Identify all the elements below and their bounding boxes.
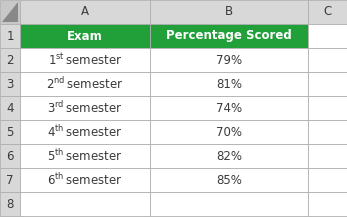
- Bar: [0, 24, 20, 48]
- Text: 3: 3: [6, 78, 14, 90]
- Text: B: B: [225, 5, 233, 19]
- Text: $2^{\mathregular{nd}}\,\mathregular{semester}$: $2^{\mathregular{nd}}\,\mathregular{seme…: [46, 76, 124, 92]
- Bar: [20, 168, 150, 192]
- Bar: [20, 120, 150, 144]
- Bar: [0, 168, 20, 192]
- Text: Percentage Scored: Percentage Scored: [166, 29, 292, 43]
- Text: 5: 5: [6, 126, 14, 138]
- Text: $1^{\mathregular{st}}\,\mathregular{semester}$: $1^{\mathregular{st}}\,\mathregular{seme…: [48, 52, 122, 68]
- Text: 79%: 79%: [216, 53, 242, 66]
- Bar: [150, 48, 308, 72]
- Bar: [308, 96, 347, 120]
- Text: 7: 7: [6, 174, 14, 187]
- Text: Exam: Exam: [67, 29, 103, 43]
- Polygon shape: [2, 2, 18, 22]
- Text: $4^{\mathregular{th}}\,\mathregular{semester}$: $4^{\mathregular{th}}\,\mathregular{seme…: [48, 124, 122, 140]
- Text: 8: 8: [6, 198, 14, 211]
- Text: A: A: [81, 5, 89, 19]
- Text: $6^{\mathregular{th}}\,\mathregular{semester}$: $6^{\mathregular{th}}\,\mathregular{seme…: [48, 172, 122, 188]
- Text: 85%: 85%: [216, 174, 242, 187]
- Bar: [0, 192, 20, 216]
- Bar: [20, 192, 150, 216]
- Bar: [308, 120, 347, 144]
- Bar: [20, 0, 150, 24]
- Bar: [308, 24, 347, 48]
- Bar: [20, 24, 150, 48]
- Bar: [308, 168, 347, 192]
- Bar: [0, 48, 20, 72]
- Bar: [0, 144, 20, 168]
- Text: 82%: 82%: [216, 150, 242, 162]
- Text: $3^{\mathregular{rd}}\,\mathregular{semester}$: $3^{\mathregular{rd}}\,\mathregular{seme…: [47, 100, 123, 116]
- Bar: [150, 192, 308, 216]
- Text: 81%: 81%: [216, 78, 242, 90]
- Text: 74%: 74%: [216, 102, 242, 114]
- Text: 4: 4: [6, 102, 14, 114]
- Bar: [0, 96, 20, 120]
- Bar: [0, 120, 20, 144]
- Bar: [0, 0, 20, 24]
- Bar: [150, 144, 308, 168]
- Text: 70%: 70%: [216, 126, 242, 138]
- Bar: [0, 72, 20, 96]
- Text: 6: 6: [6, 150, 14, 162]
- Bar: [20, 48, 150, 72]
- Text: C: C: [323, 5, 332, 19]
- Text: 2: 2: [6, 53, 14, 66]
- Text: $5^{\mathregular{th}}\,\mathregular{semester}$: $5^{\mathregular{th}}\,\mathregular{seme…: [48, 148, 122, 164]
- Bar: [20, 72, 150, 96]
- Bar: [150, 120, 308, 144]
- Bar: [20, 144, 150, 168]
- Bar: [150, 96, 308, 120]
- Bar: [308, 144, 347, 168]
- Bar: [20, 96, 150, 120]
- Bar: [308, 0, 347, 24]
- Bar: [150, 72, 308, 96]
- Bar: [150, 24, 308, 48]
- Bar: [308, 48, 347, 72]
- Bar: [150, 168, 308, 192]
- Bar: [308, 72, 347, 96]
- Bar: [150, 0, 308, 24]
- Text: 1: 1: [6, 29, 14, 43]
- Bar: [308, 192, 347, 216]
